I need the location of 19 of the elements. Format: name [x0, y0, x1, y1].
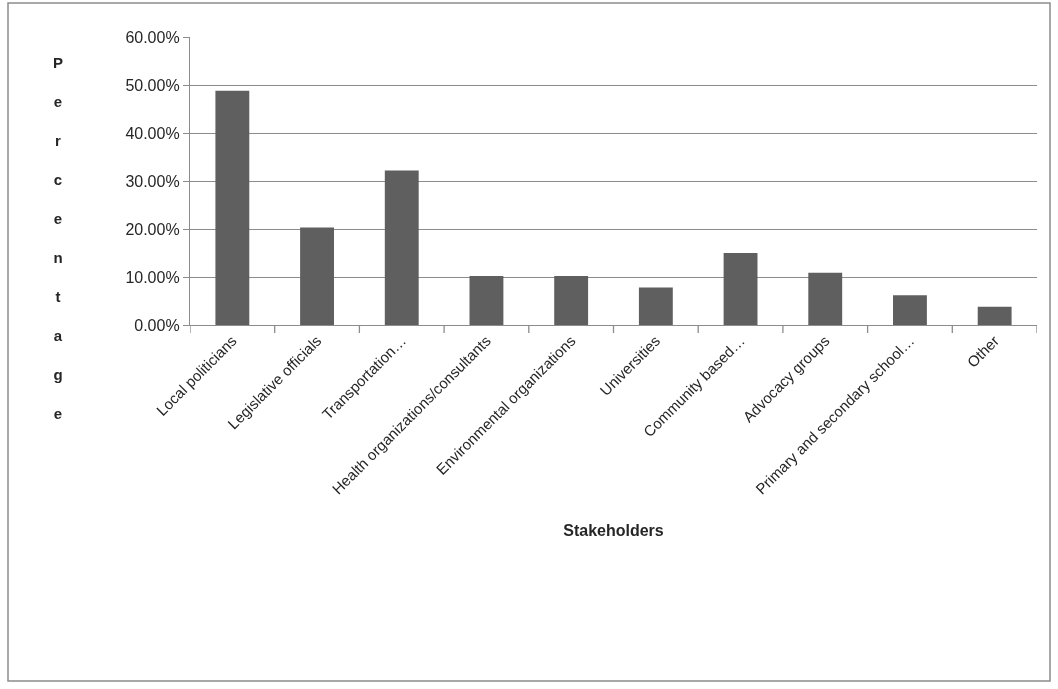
bar [384, 170, 419, 325]
bar [638, 287, 673, 325]
y-tick-label: 10.00% [125, 268, 180, 286]
text: Percentage [53, 54, 64, 422]
y-tick-label: 60.00% [125, 28, 180, 46]
bar [723, 253, 758, 325]
bar [977, 306, 1012, 325]
x-axis-title: Stakeholders [563, 522, 664, 540]
y-tick-label: 30.00% [125, 172, 180, 190]
y-tick-label: 20.00% [125, 220, 180, 238]
bar [893, 295, 927, 325]
y-tick-label: 40.00% [125, 124, 180, 142]
bar [215, 90, 250, 325]
y-tick-label: 0.00% [134, 316, 180, 334]
y-tick-label: 50.00% [125, 76, 180, 94]
bar [808, 272, 843, 325]
bar [469, 276, 504, 325]
bar [554, 276, 589, 325]
bar [300, 227, 334, 325]
